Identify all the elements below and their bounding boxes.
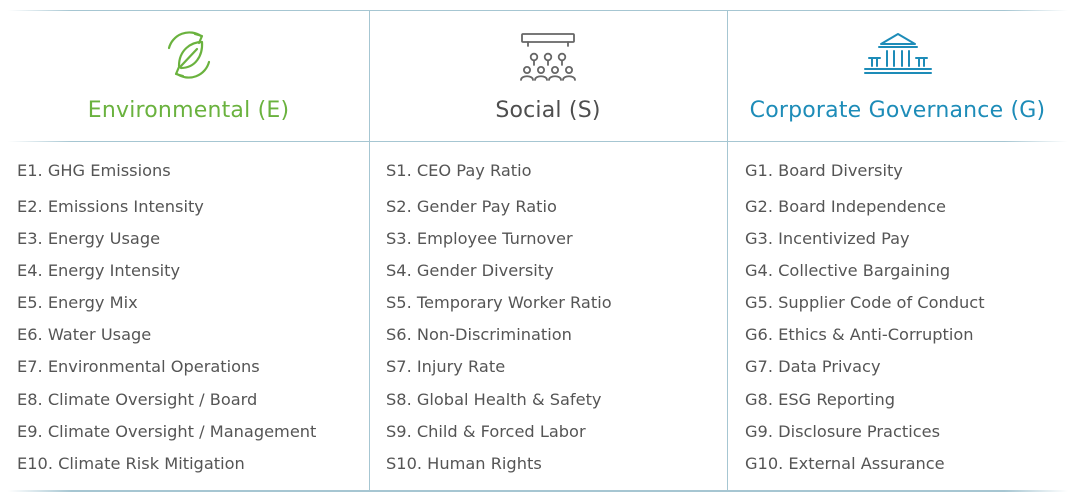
list-item: E9. Climate Oversight / Management (17, 422, 317, 441)
list-item: E3. Energy Usage (17, 229, 161, 248)
list-item: S6. Non-Discrimination (386, 325, 572, 344)
audience-presentation-icon (369, 24, 727, 86)
header-divider (8, 141, 1068, 142)
environmental-column: Environmental (E) E1. GHG Emissions E2. … (8, 10, 369, 491)
list-item: G4. Collective Bargaining (745, 261, 951, 280)
column-divider (727, 10, 728, 491)
governance-heading: Corporate Governance (G) (749, 98, 1046, 123)
list-item: S3. Employee Turnover (386, 229, 573, 248)
government-building-icon (727, 24, 1068, 86)
column-divider (369, 10, 370, 491)
list-item: S9. Child & Forced Labor (386, 422, 586, 441)
list-item: S5. Temporary Worker Ratio (386, 293, 612, 312)
table-top-border (8, 10, 1068, 11)
list-item: G7. Data Privacy (745, 357, 881, 376)
list-item: E5. Energy Mix (17, 293, 138, 312)
list-item: G9. Disclosure Practices (745, 422, 941, 441)
list-item: G10. External Assurance (745, 454, 945, 473)
list-item: E2. Emissions Intensity (17, 197, 204, 216)
list-item: G2. Board Independence (745, 197, 946, 216)
list-item: G3. Incentivized Pay (745, 229, 910, 248)
social-column: Social (S) S1. CEO Pay Ratio S2. Gender … (369, 10, 727, 491)
esg-metrics-table: Environmental (E) E1. GHG Emissions E2. … (8, 10, 1068, 492)
list-item: G6. Ethics & Anti-Corruption (745, 325, 974, 344)
list-item: E1. GHG Emissions (17, 161, 171, 180)
list-item: E7. Environmental Operations (17, 357, 260, 376)
list-item: S10. Human Rights (386, 454, 542, 473)
list-item: S2. Gender Pay Ratio (386, 197, 557, 216)
list-item: G5. Supplier Code of Conduct (745, 293, 985, 312)
list-item: S8. Global Health & Safety (386, 390, 602, 409)
list-item: E4. Energy Intensity (17, 261, 181, 280)
list-item: S7. Injury Rate (386, 357, 506, 376)
list-item: G1. Board Diversity (745, 161, 903, 180)
social-heading: Social (S) (495, 98, 601, 123)
list-item: S4. Gender Diversity (386, 261, 554, 280)
recycle-leaf-icon (8, 24, 369, 86)
list-item: G8. ESG Reporting (745, 390, 896, 409)
list-item: E10. Climate Risk Mitigation (17, 454, 245, 473)
table-bottom-border (8, 490, 1068, 492)
environmental-heading: Environmental (E) (87, 98, 290, 123)
governance-column: Corporate Governance (G) G1. Board Diver… (727, 10, 1068, 491)
list-item: E6. Water Usage (17, 325, 152, 344)
list-item: E8. Climate Oversight / Board (17, 390, 258, 409)
list-item: S1. CEO Pay Ratio (386, 161, 532, 180)
